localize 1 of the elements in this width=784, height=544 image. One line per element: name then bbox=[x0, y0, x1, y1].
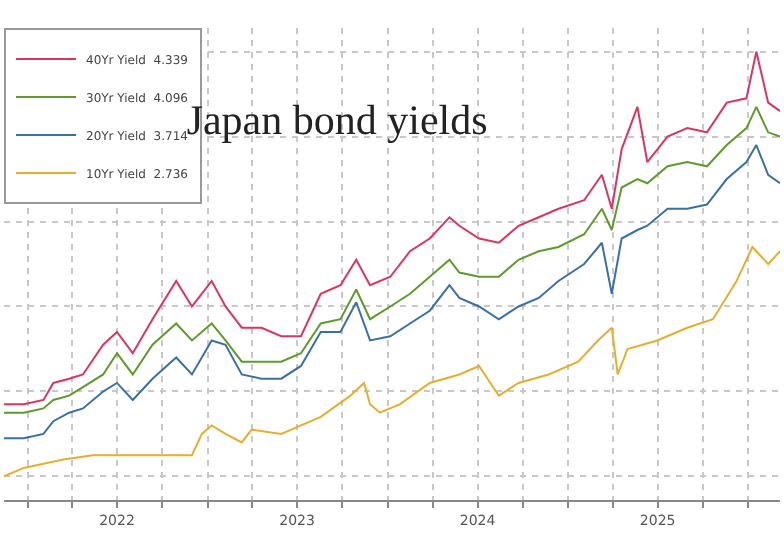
text: Japan bond yields bbox=[186, 96, 488, 145]
